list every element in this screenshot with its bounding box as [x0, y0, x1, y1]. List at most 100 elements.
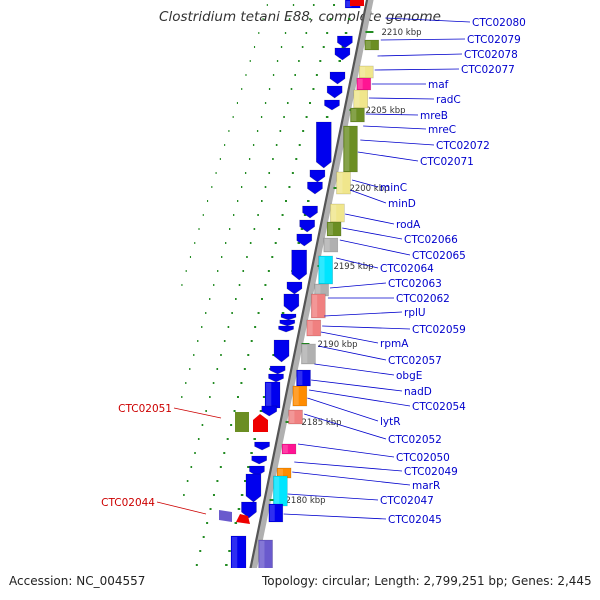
- gene-arrow: [268, 373, 284, 383]
- guide-dot: [199, 550, 202, 552]
- gene-box-highlight: [278, 469, 283, 477]
- label-leader: [297, 443, 395, 458]
- guide-dot: [198, 228, 200, 230]
- guide-dot: [235, 298, 237, 300]
- accession-value: NC_004557: [76, 574, 146, 588]
- guide-dot: [312, 88, 315, 90]
- gene-arrow: [283, 293, 300, 313]
- gene-box-highlight: [337, 173, 343, 193]
- kbp-tick-label: 2180 kbp: [286, 496, 326, 506]
- guide-dot: [305, 116, 308, 118]
- gene-arrow: [245, 473, 262, 503]
- guide-dot: [258, 32, 260, 34]
- gene-box: [258, 539, 273, 568]
- guide-dot: [290, 88, 293, 90]
- gene-label-rpma: rpmA: [380, 338, 409, 350]
- guide-dot: [260, 116, 263, 118]
- gene-box: [336, 171, 351, 195]
- label-leader: [304, 413, 387, 440]
- gene-label-ctc02063: CTC02063: [388, 278, 442, 290]
- guide-dot: [212, 382, 215, 384]
- gene-label-ctc02077: CTC02077: [461, 64, 515, 76]
- gene-label-ctc02071: CTC02071: [420, 156, 474, 168]
- label-leader: [307, 397, 379, 422]
- gene-label-minc: minC: [380, 182, 407, 194]
- guide-dot: [278, 228, 281, 230]
- guide-dot: [264, 102, 267, 104]
- label-leader: [374, 68, 460, 71]
- guide-dot: [276, 60, 279, 62]
- guide-dot: [216, 480, 219, 482]
- guide-dot: [284, 32, 287, 34]
- label-leader: [314, 363, 395, 376]
- guide-dot: [234, 522, 238, 524]
- gene-box: [350, 107, 365, 123]
- gene-arrow: [326, 85, 343, 99]
- guide-dot: [201, 326, 203, 328]
- label-leader: [377, 53, 463, 57]
- label-leader: [308, 389, 411, 407]
- kbp-tick-label: 2210 kbp: [381, 28, 421, 38]
- guide-dot: [262, 396, 266, 398]
- guide-dot: [230, 424, 233, 426]
- guide-dot: [279, 130, 282, 132]
- guide-dot: [257, 312, 260, 314]
- guide-dot: [245, 74, 247, 76]
- guide-dot: [189, 256, 192, 258]
- guide-dot: [301, 46, 304, 48]
- gene-box-highlight: [344, 127, 350, 171]
- guide-dot: [183, 494, 185, 496]
- gene-arrow: [249, 465, 265, 477]
- guide-dot: [285, 200, 287, 202]
- gene-box-highlight: [293, 387, 299, 405]
- gene-box-highlight: [360, 67, 366, 77]
- backbone-ring: [249, 0, 374, 568]
- guide-dot: [298, 144, 301, 146]
- guide-dot: [280, 46, 283, 48]
- genome-summary: Topology: circular; Length: 2,799,251 bp…: [262, 574, 592, 588]
- label-leader: [324, 311, 403, 317]
- guide-dot: [253, 46, 256, 48]
- gene-box-highlight: [307, 321, 313, 335]
- label-leader: [351, 179, 379, 188]
- guide-dot: [333, 4, 336, 6]
- guide-dot: [249, 242, 252, 244]
- guide-dot: [225, 564, 228, 566]
- guide-dot: [194, 242, 196, 244]
- guide-dot: [281, 312, 285, 314]
- guide-dot: [254, 326, 257, 328]
- guide-dot: [211, 186, 213, 188]
- guide-dot: [193, 354, 195, 356]
- guide-dot: [207, 200, 209, 202]
- guide-dot: [252, 144, 255, 146]
- gene-label-ctc02049: CTC02049: [404, 466, 458, 478]
- guide-dot: [303, 214, 307, 216]
- genes-label: Genes:: [511, 574, 554, 588]
- backbone-band: [249, 0, 374, 568]
- gene-arrow: [299, 219, 315, 233]
- gene-label-ctc02080: CTC02080: [472, 17, 526, 29]
- label-leader: [349, 189, 387, 204]
- gene-arrow: [334, 47, 351, 61]
- guide-dot: [219, 466, 222, 468]
- gene-arrow: [329, 71, 346, 85]
- guide-dot: [283, 116, 285, 118]
- outer-gene-label-ctc02051: CTC02051: [118, 403, 172, 415]
- gene-box-outer: [219, 510, 232, 522]
- guide-dot: [223, 452, 226, 454]
- guide-dot: [228, 130, 230, 132]
- guide-dot: [220, 354, 222, 356]
- guide-dot: [237, 508, 241, 510]
- label-leader: [360, 139, 435, 146]
- guide-dot: [267, 270, 270, 272]
- guide-dot: [322, 46, 325, 48]
- label-leader: [339, 239, 411, 256]
- gene-box-highlight: [331, 205, 337, 221]
- guide-dot: [268, 172, 271, 174]
- gene-box-highlight: [324, 239, 330, 251]
- label-leader: [345, 213, 395, 225]
- gene-box-highlight: [282, 445, 288, 453]
- gene-label-ctc02078: CTC02078: [464, 49, 518, 61]
- guide-dot: [247, 466, 250, 468]
- outer-label-leader: [156, 501, 207, 515]
